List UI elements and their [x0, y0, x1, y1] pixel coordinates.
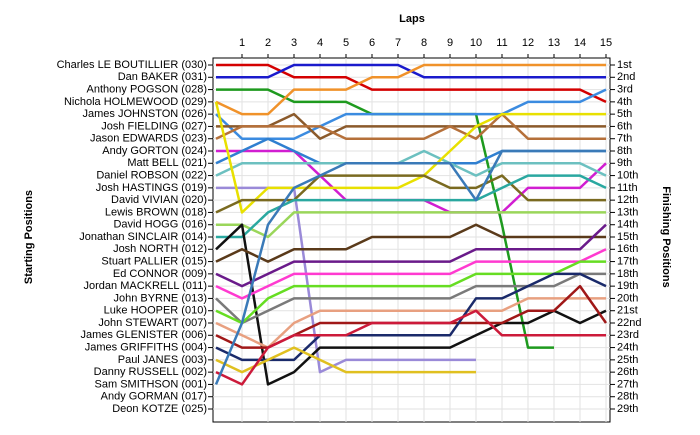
- finishing-position-label: 5th: [617, 108, 632, 120]
- x-tick-label: 14: [574, 37, 586, 49]
- starting-position-label: Jason EDWARDS (023): [90, 133, 207, 145]
- driver-line: [215, 260, 606, 325]
- starting-position-label: Nichola HOLMEWOOD (029): [64, 96, 207, 108]
- finishing-position-label: 3rd: [617, 83, 633, 95]
- finishing-position-label: 27th: [617, 378, 638, 390]
- starting-position-label: Daniel ROBSON (022): [96, 169, 207, 181]
- y-title-left: Starting Positions: [23, 190, 35, 284]
- finishing-position-label: 12th: [617, 194, 638, 206]
- finishing-position-label: 28th: [617, 391, 638, 403]
- starting-position-label: David HOGG (016): [113, 219, 207, 231]
- x-tick-label: 1: [239, 37, 245, 49]
- starting-position-label: Deon KOTZE (025): [112, 403, 207, 415]
- finishing-position-label: 22nd: [617, 317, 641, 329]
- driver-line: [215, 223, 606, 263]
- starting-position-label: Josh NORTH (012): [113, 243, 207, 255]
- finishing-position-label: 1st: [617, 59, 632, 71]
- finishing-position-label: 13th: [617, 206, 638, 218]
- starting-position-label: Ed CONNOR (009): [113, 268, 207, 280]
- driver-line: [214, 149, 606, 385]
- starting-position-label: Jonathan SINCLAIR (014): [79, 231, 207, 243]
- finishing-position-label: 11th: [617, 182, 638, 194]
- x-tick-label: 11: [496, 37, 507, 49]
- finishing-position-label: 15th: [617, 231, 638, 243]
- driver-line: [214, 101, 606, 214]
- x-tick-label: 10: [470, 37, 482, 49]
- starting-position-label: Paul JANES (003): [118, 354, 207, 366]
- starting-position-label: James GRIFFITHS (004): [85, 341, 207, 353]
- driver-line: [215, 272, 606, 325]
- finishing-position-label: 9th: [617, 157, 632, 169]
- finishing-position-label: 10th: [617, 169, 638, 181]
- finishing-position-label: 8th: [617, 145, 632, 157]
- starting-position-label: Lewis BROWN (018): [105, 206, 207, 218]
- finishing-position-label: 20th: [617, 292, 638, 304]
- finishing-position-label: 17th: [617, 255, 638, 267]
- starting-position-label: John STEWART (007): [98, 317, 207, 329]
- starting-position-label: Andy GORMAN (017): [101, 391, 207, 403]
- finishing-position-label: 18th: [617, 268, 638, 280]
- finishing-position-label: 6th: [617, 120, 632, 132]
- driver-line: [215, 174, 606, 214]
- finishing-position-label: 25th: [617, 354, 638, 366]
- chart-title: Laps: [399, 13, 425, 25]
- driver-line: [215, 149, 607, 177]
- starting-position-label: Charles LE BOUTILLIER (030): [57, 59, 207, 71]
- driver-line: [216, 211, 606, 239]
- starting-position-label: James GLENISTER (006): [80, 329, 207, 341]
- driver-line: [215, 223, 607, 288]
- starting-position-label: David VIVIAN (020): [111, 194, 207, 206]
- finishing-position-label: 26th: [617, 366, 638, 378]
- finishing-position-label: 21st: [617, 305, 638, 317]
- driver-line: [215, 309, 606, 386]
- x-tick-label: 15: [600, 37, 612, 49]
- x-tick-label: 3: [291, 37, 297, 49]
- driver-line: [215, 63, 606, 116]
- finishing-position-label: 19th: [617, 280, 638, 292]
- plot-frame: [212, 57, 611, 423]
- starting-position-label: Anthony POGSON (028): [87, 83, 207, 95]
- driver-line: [216, 186, 476, 374]
- starting-position-label: John BYRNE (013): [113, 292, 207, 304]
- starting-position-label: Dan BAKER (031): [118, 71, 207, 83]
- starting-position-label: Danny RUSSELL (002): [94, 366, 207, 378]
- starting-position-label: Matt BELL (021): [127, 157, 207, 169]
- x-tick-label: 8: [421, 37, 427, 49]
- finishing-position-label: 14th: [617, 219, 638, 231]
- driver-line: [215, 346, 476, 374]
- y-title-right: Finishing Positions: [660, 186, 672, 287]
- x-tick-label: 7: [395, 37, 401, 49]
- x-tick-label: 4: [317, 37, 323, 49]
- driver-line: [215, 112, 606, 140]
- starting-position-label: Josh FIELDING (027): [101, 120, 207, 132]
- x-tick-label: 5: [343, 37, 349, 49]
- finishing-position-label: 2nd: [617, 71, 635, 83]
- driver-line: [216, 112, 606, 140]
- x-tick-label: 12: [522, 37, 534, 49]
- finishing-position-label: 23rd: [617, 329, 639, 341]
- starting-position-label: Sam SMITHSON (001): [95, 378, 207, 390]
- driver-line: [215, 223, 607, 386]
- starting-position-label: Andy GORTON (024): [102, 145, 207, 157]
- driver-line: [215, 272, 607, 362]
- starting-position-label: James JOHNSTON (026): [83, 108, 208, 120]
- driver-line: [215, 297, 606, 349]
- driver-line: [216, 174, 607, 239]
- driver-line: [215, 88, 607, 140]
- starting-position-label: Stuart PALLIER (015): [101, 255, 207, 267]
- starting-position-label: Luke HOOPER (010): [104, 305, 207, 317]
- starting-position-label: Josh HASTINGS (019): [96, 182, 207, 194]
- x-tick-label: 6: [369, 37, 375, 49]
- finishing-position-label: 4th: [617, 96, 632, 108]
- finishing-position-label: 7th: [617, 133, 632, 145]
- starting-position-label: Jordan MACKRELL (011): [84, 280, 208, 292]
- x-tick-label: 2: [265, 37, 271, 49]
- finishing-position-label: 29th: [617, 403, 638, 415]
- finishing-position-label: 24th: [617, 341, 638, 353]
- driver-line: [215, 248, 607, 300]
- x-tick-label: 9: [447, 37, 453, 49]
- x-tick-label: 13: [548, 37, 560, 49]
- finishing-position-label: 16th: [617, 243, 638, 255]
